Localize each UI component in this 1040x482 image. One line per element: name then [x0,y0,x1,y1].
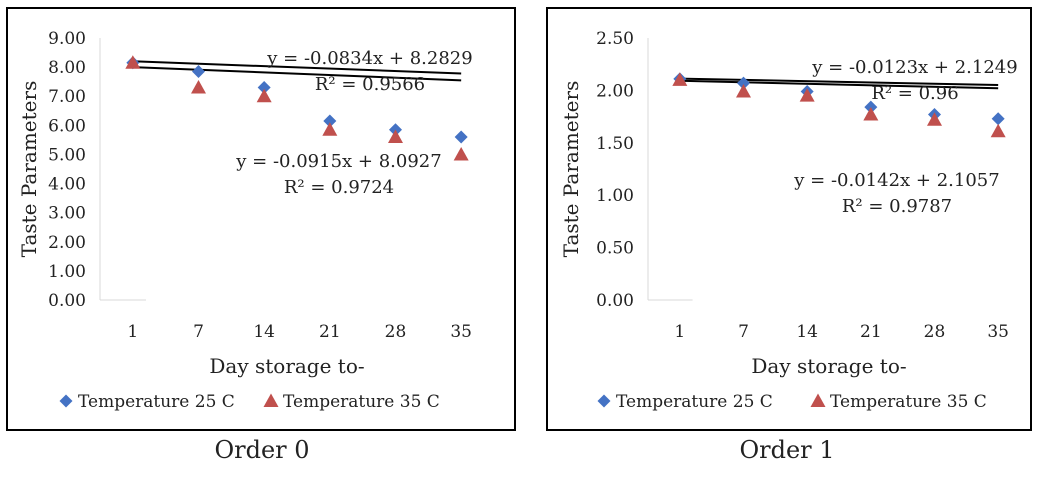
legend-label: Temperature 25 C [616,392,773,412]
legend-marker-temperature-25 [59,394,73,408]
point-temperature-35 [191,79,206,94]
legend-label: Temperature 35 C [830,392,987,412]
x-tick-label: 1 [127,322,138,342]
point-temperature-25 [454,130,468,144]
y-tick-label: 7.00 [48,87,86,107]
point-temperature-35 [863,107,879,121]
point-temperature-25 [991,112,1005,126]
x-tick-label: 14 [253,322,275,342]
chart-order-1: 0.00 0.50 1.00 1.50 2.00 2.50 1 7 14 21 28 35 Day st… [546,7,1032,431]
point-temperature-35 [736,83,751,98]
chart-frame [546,7,1032,431]
x-tick-label: 21 [860,322,882,342]
point-temperature-35 [927,112,942,126]
point-temperature-35 [256,88,272,103]
x-tick-label: 7 [193,322,204,342]
order-1-caption: Order 1 [739,436,835,464]
point-temperature-35 [990,123,1006,138]
trendline-2 [679,79,999,90]
order-0-caption: Order 0 [214,436,310,464]
y-tick-label: 1.00 [596,186,634,206]
chart-order-0: 0.00 1.00 2.00 3.00 4.00 5.00 6.00 7.00 8.00 9.00… [6,7,516,431]
x-axis-title: Day storage to- [209,354,364,378]
y-tick-label: 1.50 [596,134,634,154]
y-tick-label: 4.00 [48,175,86,195]
point-temperature-35 [799,88,815,102]
point-temperature-35 [388,129,403,143]
trendline-r-squared: R² = 0.9787 [842,196,952,217]
trendline-r-squared: R² = 0.96 [871,83,958,104]
y-tick-label: 2.00 [596,81,634,101]
y-tick-label: 2.50 [596,29,634,49]
x-tick-label: 1 [674,322,685,342]
x-axis-title: Day storage to- [751,354,906,378]
trendline-1 [679,77,999,87]
trendline-r-squared: R² = 0.9566 [315,74,425,95]
x-tick-label: 21 [319,322,341,342]
y-tick-label: 6.00 [48,116,86,136]
point-temperature-35 [322,122,338,136]
trendline-1 [132,60,462,75]
legend-marker-temperature-35 [263,393,279,407]
x-tick-label: 35 [987,322,1009,342]
point-temperature-25 [323,114,337,128]
legend-marker-temperature-25 [597,394,611,408]
trendline-equation: y = -0.0123x + 2.1249 [811,57,1017,78]
legend-label: Temperature 25 C [78,392,235,412]
point-temperature-35 [453,146,469,161]
x-tick-label: 28 [385,322,407,342]
y-tick-label: 0.50 [596,239,634,259]
trendline-equation: y = -0.0915x + 8.0927 [235,151,441,172]
x-tick-label: 35 [450,322,472,342]
point-temperature-35 [672,72,688,86]
trendline-r-squared: R² = 0.9724 [284,177,394,198]
point-temperature-35 [125,55,141,69]
y-tick-label: 0.00 [596,291,634,311]
y-axis-title: Taste Parameters [17,81,41,258]
x-tick-label: 14 [796,322,818,342]
x-tick-label: 7 [738,322,749,342]
y-tick-label: 2.00 [48,233,86,253]
legend-label: Temperature 35 C [283,392,440,412]
y-tick-label: 0.00 [48,291,86,311]
legend-marker-temperature-35 [810,393,826,407]
y-tick-label: 8.00 [48,58,86,78]
y-axis-title: Taste Parameters [559,81,583,258]
trendline-2 [132,66,462,82]
y-tick-label: 9.00 [48,29,86,49]
trendline-equation: y = -0.0142x + 2.1057 [793,170,999,191]
y-tick-label: 3.00 [48,204,86,224]
point-temperature-25 [192,64,205,78]
trendline-equation: y = -0.0834x + 8.2829 [266,48,472,69]
y-tick-label: 5.00 [48,145,86,165]
y-tick-label: 1.00 [48,262,86,282]
point-temperature-25 [257,80,271,94]
point-temperature-25 [737,76,750,90]
x-tick-label: 28 [924,322,946,342]
